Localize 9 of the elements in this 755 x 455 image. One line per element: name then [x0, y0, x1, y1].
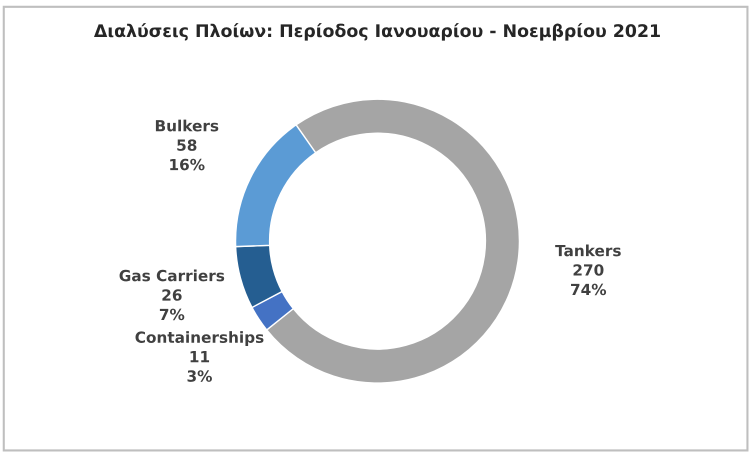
data-label: 26 7%: [160, 289, 184, 320]
data-label: 58 16%: [170, 139, 205, 170]
slice-label: Containerships: [136, 331, 264, 346]
chart-title: Διαλύσεις Πλοίων: Περίοδος Ιανουαρίου - Νοεμβρίου 2021: [94, 23, 660, 41]
slice-label: Tankers: [555, 244, 621, 256]
data-label: 11 3%: [188, 351, 212, 382]
slice-label: Gas Carriers: [120, 270, 224, 282]
slice-label: Bulkers: [156, 120, 218, 132]
data-label: 270 74%: [571, 264, 606, 296]
